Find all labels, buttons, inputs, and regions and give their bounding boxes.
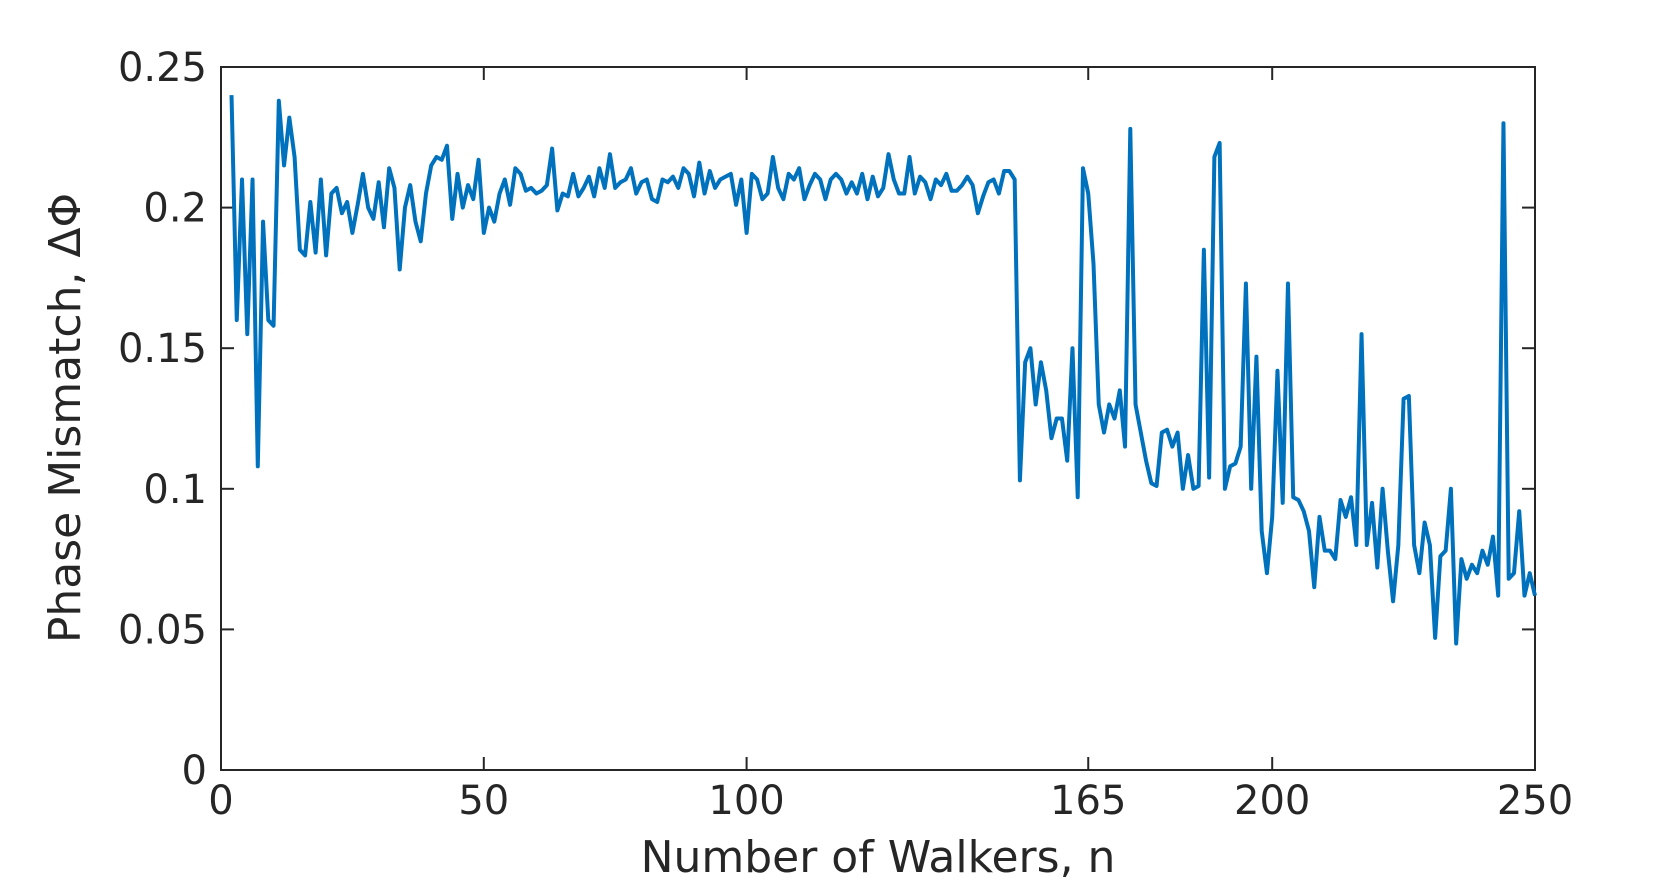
y-tick-label: 0.2: [143, 186, 207, 232]
y-tick-label: 0.05: [118, 607, 207, 653]
x-axis-label: Number of Walkers, n: [641, 832, 1116, 883]
y-axis-label: Phase Mismatch, ΔΦ: [40, 193, 91, 643]
data-line: [229, 95, 1537, 646]
y-tick-label: 0: [182, 748, 207, 794]
x-tick-label: 250: [1497, 778, 1573, 824]
x-tick-label: 200: [1234, 778, 1310, 824]
plot-area: [220, 66, 1536, 771]
x-tick-label: 100: [708, 778, 784, 824]
y-tick-label: 0.1: [143, 467, 207, 513]
x-tick-label: 0: [208, 778, 233, 824]
y-tick-label: 0.25: [118, 45, 207, 91]
x-tick-label: 165: [1050, 778, 1126, 824]
y-tick-label: 0.15: [118, 326, 207, 372]
x-tick-label: 50: [458, 778, 509, 824]
